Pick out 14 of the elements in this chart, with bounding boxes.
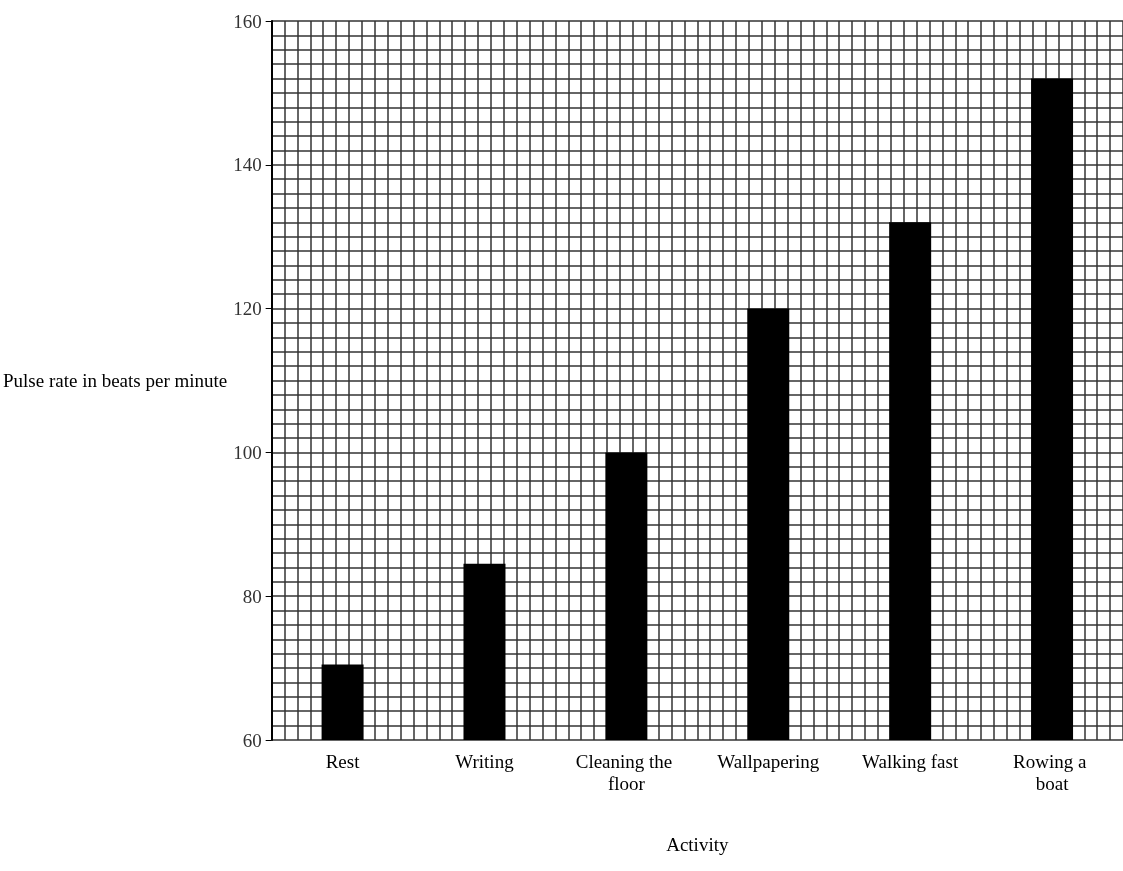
y-tick-label: 100 <box>233 441 262 463</box>
x-axis-title: Activity <box>666 834 729 855</box>
x-tick-label: Rest <box>325 750 361 772</box>
y-tick-label: 140 <box>233 154 262 176</box>
y-axis-title: Pulse rate in beats per minute <box>3 370 228 391</box>
x-tick-label: Wallpapering <box>717 750 820 772</box>
y-tick-label: 120 <box>233 298 262 320</box>
x-tick-label: Rowing a boat <box>1013 750 1092 794</box>
y-tick-label: 80 <box>242 585 262 607</box>
x-tick-label: Writing <box>455 750 515 772</box>
x-tick-label: Cleaning the floor <box>575 750 678 794</box>
y-tick-label: 60 <box>242 729 262 751</box>
x-tick-label: Walking fast <box>862 750 959 772</box>
y-tick-label: 160 <box>233 10 262 32</box>
